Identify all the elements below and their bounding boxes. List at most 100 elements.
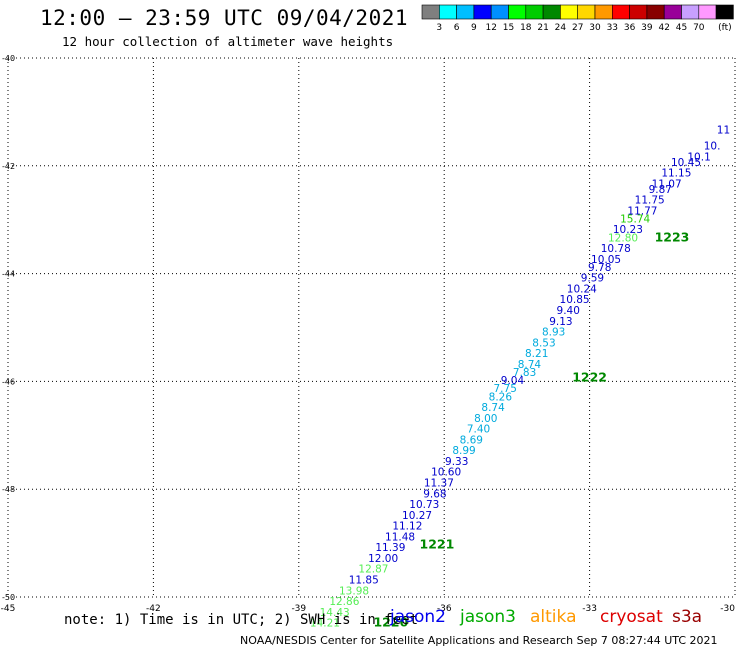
swh-point-label: 10.78 <box>601 243 631 255</box>
swh-point-label: 9.33 <box>445 456 468 468</box>
swh-point-label: 10. <box>704 141 721 153</box>
swh-point-label: 10.85 <box>560 294 590 306</box>
swh-point-label: 11.75 <box>635 195 665 207</box>
swh-point-label: 10.1 <box>687 151 710 163</box>
swh-point-label: 8.26 <box>489 391 513 403</box>
swh-point-label: 11.37 <box>424 478 454 490</box>
swh-point-label: 10.73 <box>409 499 439 511</box>
x-tick-label: -33 <box>582 604 597 614</box>
colorbar-tick-label: 15 <box>503 23 514 33</box>
colorbar-tick-label: 6 <box>454 23 460 33</box>
chart-title: 12:00 – 23:59 UTC 09/04/2021 <box>40 6 409 30</box>
swh-point-label: 12.80 <box>608 232 638 244</box>
legend-cryosat: cryosat <box>600 607 663 627</box>
colorbar-tick-label: 27 <box>572 23 583 33</box>
swh-point-label: 11.85 <box>349 575 379 587</box>
swh-point-label: 8.53 <box>532 337 555 349</box>
swh-point-label: 9.68 <box>423 488 446 500</box>
colorbar-swatch <box>456 4 475 20</box>
colorbar-swatch <box>560 4 579 20</box>
colorbar-swatch <box>542 4 561 20</box>
colorbar-tick-label: 3 <box>436 23 442 33</box>
swh-point-label: 11.48 <box>385 531 415 543</box>
colorbar-swatch <box>629 4 648 20</box>
legend-altika: altika <box>530 607 577 627</box>
colorbar-tick-label: 21 <box>537 23 548 33</box>
swh-point-label: 10.23 <box>613 224 643 236</box>
swh-point-label: 8.74 <box>518 359 542 371</box>
colorbar-swatch <box>594 4 613 20</box>
colorbar-unit-label: (ft) <box>718 23 732 33</box>
colorbar-tick-label: 45 <box>676 23 687 33</box>
y-tick-label: -44 <box>2 270 15 279</box>
x-tick-label: -36 <box>437 604 452 614</box>
swh-point-label: 12.87 <box>358 564 388 576</box>
swh-point-label: 11.39 <box>375 542 405 554</box>
colorbar-swatch <box>490 4 509 20</box>
swh-point-label: 9.59 <box>581 273 604 285</box>
footer-credit: NOAA/NESDIS Center for Satellite Applica… <box>240 634 718 647</box>
swh-point-label: 8.69 <box>460 434 483 446</box>
swh-point-label: 8.99 <box>452 445 475 457</box>
chart-subtitle: 12 hour collection of altimeter wave hei… <box>62 34 394 49</box>
colorbar-tick-label: 42 <box>658 23 669 33</box>
colorbar-tick-label: 30 <box>589 23 601 33</box>
colorbar-tick-label: 33 <box>607 23 618 33</box>
swh-point-label: 9.13 <box>549 316 572 328</box>
colorbar-swatch <box>681 4 700 20</box>
swh-point-label: 8.74 <box>481 402 505 414</box>
time-label: 1221 <box>420 536 455 551</box>
colorbar-swatch <box>473 4 492 20</box>
swh-point-label: 10.27 <box>402 510 432 522</box>
colorbar-swatch <box>698 4 717 20</box>
colorbar-tick-label: 39 <box>641 23 653 33</box>
y-tick-label: -48 <box>2 485 15 494</box>
legend-s3a: s3a <box>672 607 703 627</box>
x-tick-label: -30 <box>720 604 735 614</box>
swh-point-label: 9.87 <box>649 184 672 196</box>
swh-point-label: 10.45 <box>671 157 701 169</box>
swh-point-label: 14.21 <box>310 618 340 630</box>
swh-point-label: 11 <box>717 124 730 136</box>
swh-point-label: 7.75 <box>494 383 517 395</box>
swh-point-label: 14.43 <box>320 607 350 619</box>
colorbar-tick-label: 12 <box>485 23 496 33</box>
swh-point-label: 7.83 <box>513 367 536 379</box>
colorbar-tick-label: 24 <box>555 23 567 33</box>
swh-point-label: 9.78 <box>588 262 611 274</box>
colorbar-swatch <box>577 4 596 20</box>
swh-point-label: 8.21 <box>525 348 548 360</box>
swh-point-label: 7.40 <box>467 424 490 436</box>
colorbar-swatch <box>611 4 630 20</box>
colorbar-tick-label: 36 <box>624 23 636 33</box>
swh-point-label: 12.86 <box>329 596 359 608</box>
colorbar-tick-label: 9 <box>471 23 477 33</box>
colorbar-swatch <box>663 4 682 20</box>
time-label: 1223 <box>655 229 690 244</box>
y-tick-label: -40 <box>2 54 15 63</box>
x-tick-label: -42 <box>146 604 161 614</box>
swh-point-label: 15.74 <box>620 213 650 225</box>
colorbar-swatch <box>508 4 527 20</box>
swh-point-label: 10.24 <box>567 283 597 295</box>
swh-point-label: 11.15 <box>661 168 691 180</box>
swh-point-label: 10.60 <box>431 467 461 479</box>
footer-note: note: 1) Time is in UTC; 2) SWH is in fe… <box>64 612 419 628</box>
swh-point-label: 9.04 <box>501 375 525 387</box>
swh-point-label: 11.77 <box>627 205 657 217</box>
legend-jason2: jason2 <box>390 607 446 627</box>
y-tick-label: -46 <box>2 377 15 386</box>
colorbar-tick-label: 18 <box>520 23 532 33</box>
time-label: 1220 <box>373 615 408 630</box>
swh-point-label: 10.05 <box>591 254 621 266</box>
colorbar-swatch <box>525 4 544 20</box>
swh-point-label: 11.12 <box>392 521 422 533</box>
swh-point-label: 12.00 <box>368 553 398 565</box>
swh-point-label: 13.98 <box>339 585 369 597</box>
legend-jason3: jason3 <box>460 607 516 627</box>
y-tick-label: -42 <box>2 162 15 171</box>
colorbar-swatch <box>421 4 440 20</box>
colorbar-tick-label: 70 <box>693 23 705 33</box>
swh-point-label: 8.00 <box>474 413 497 425</box>
